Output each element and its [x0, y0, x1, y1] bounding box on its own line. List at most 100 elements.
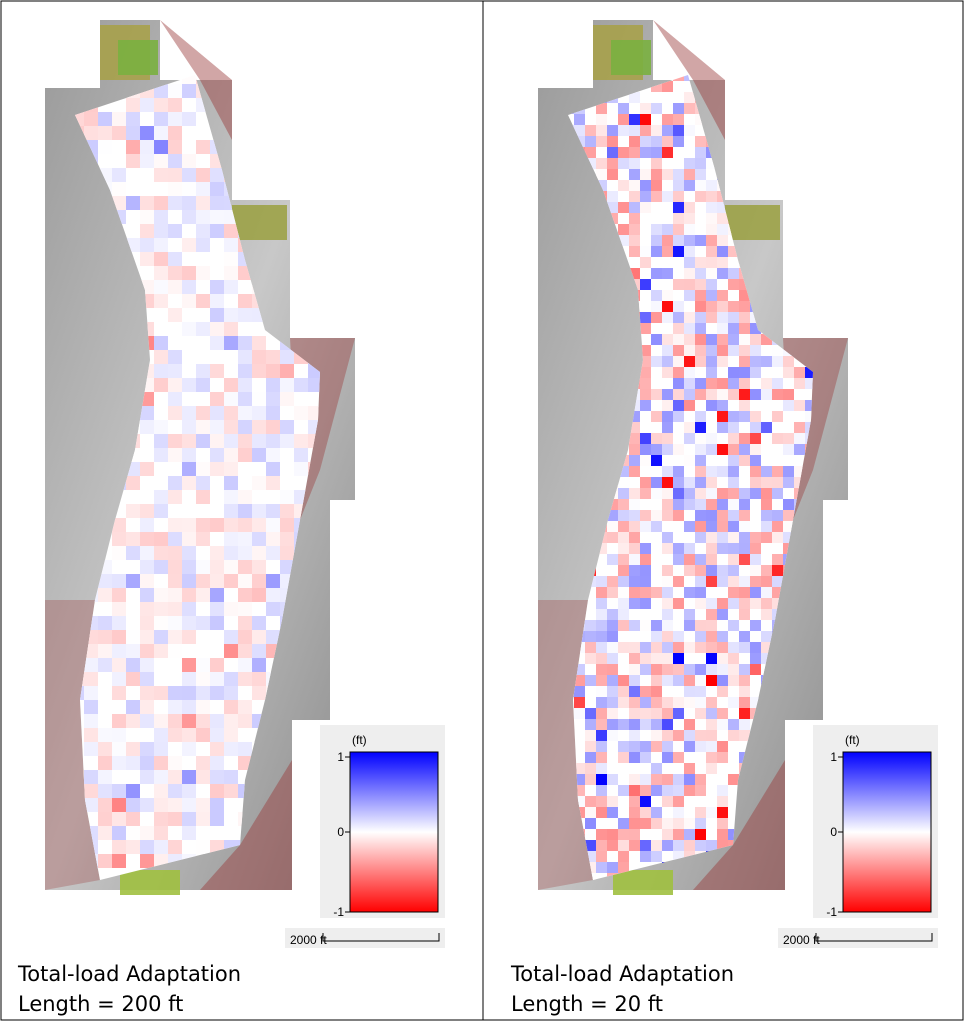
cell — [772, 554, 783, 565]
cell — [252, 336, 266, 350]
cell — [750, 180, 761, 191]
cell — [640, 664, 651, 675]
cell — [794, 884, 805, 895]
cell — [182, 798, 196, 812]
cell — [596, 719, 607, 730]
cell — [695, 741, 706, 752]
cell — [750, 433, 761, 444]
cell — [238, 294, 252, 308]
cell — [154, 616, 168, 630]
cell — [618, 587, 629, 598]
cell — [684, 224, 695, 235]
cell — [651, 235, 662, 246]
cell — [695, 521, 706, 532]
cell — [651, 147, 662, 158]
cell — [294, 98, 308, 112]
cell — [706, 708, 717, 719]
cell — [651, 653, 662, 664]
cell — [673, 213, 684, 224]
cell — [794, 774, 805, 785]
cell — [651, 851, 662, 862]
cell — [196, 770, 210, 784]
cell — [266, 350, 280, 364]
cell — [684, 829, 695, 840]
cell — [196, 728, 210, 742]
cell — [662, 290, 673, 301]
cell — [673, 697, 684, 708]
cell — [673, 675, 684, 686]
cell — [322, 154, 336, 168]
cell — [126, 532, 140, 546]
cell — [717, 378, 728, 389]
caption-line: Total-load Adaptation — [17, 962, 241, 986]
cell — [651, 125, 662, 136]
cell — [140, 532, 154, 546]
cell — [640, 851, 651, 862]
cell — [596, 686, 607, 697]
cell — [607, 642, 618, 653]
cell — [252, 364, 266, 378]
cell — [154, 812, 168, 826]
cell — [224, 518, 238, 532]
cell — [266, 182, 280, 196]
cell — [739, 477, 750, 488]
cell — [84, 728, 98, 742]
cell — [706, 532, 717, 543]
cell — [717, 235, 728, 246]
cell — [706, 675, 717, 686]
cell — [794, 81, 805, 92]
cell — [607, 620, 618, 631]
cell — [640, 543, 651, 554]
cell — [607, 587, 618, 598]
cell — [695, 730, 706, 741]
cell — [224, 448, 238, 462]
cell — [224, 378, 238, 392]
cell — [640, 510, 651, 521]
cell — [739, 664, 750, 675]
cell — [651, 290, 662, 301]
cell — [750, 92, 761, 103]
cell — [574, 114, 585, 125]
cell — [224, 322, 238, 336]
cell — [629, 664, 640, 675]
cell — [322, 182, 336, 196]
cell — [794, 202, 805, 213]
cell — [695, 422, 706, 433]
cell — [640, 191, 651, 202]
cell — [182, 532, 196, 546]
cell — [728, 301, 739, 312]
cell — [761, 389, 772, 400]
levee-patch — [120, 870, 180, 895]
cell — [805, 136, 816, 147]
cell — [816, 191, 827, 202]
cell — [168, 140, 182, 154]
cell — [794, 169, 805, 180]
cell — [662, 730, 673, 741]
cell — [816, 257, 827, 268]
cell — [739, 510, 750, 521]
cell — [182, 280, 196, 294]
cell — [210, 672, 224, 686]
cell — [607, 653, 618, 664]
cell — [651, 807, 662, 818]
cell — [596, 587, 607, 598]
cell — [140, 770, 154, 784]
cell — [673, 279, 684, 290]
cell — [695, 785, 706, 796]
cell — [805, 202, 816, 213]
cell — [112, 546, 126, 560]
cell — [673, 356, 684, 367]
cell — [706, 367, 717, 378]
cell — [629, 675, 640, 686]
cell — [266, 406, 280, 420]
cell — [717, 796, 728, 807]
cell — [294, 378, 308, 392]
cell — [294, 126, 308, 140]
cell — [794, 301, 805, 312]
cell — [739, 389, 750, 400]
cell — [629, 532, 640, 543]
cell — [640, 400, 651, 411]
cell — [224, 420, 238, 434]
cell — [618, 202, 629, 213]
cell — [596, 598, 607, 609]
